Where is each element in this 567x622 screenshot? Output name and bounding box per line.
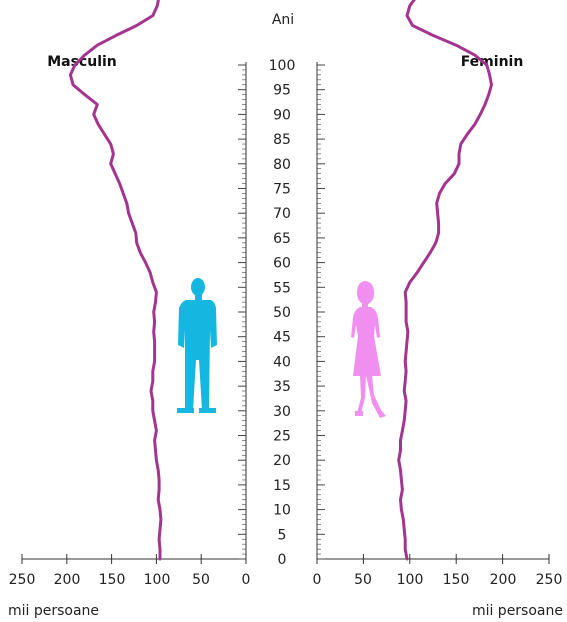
female-population-line [397, 0, 493, 561]
x-tick-labels-left: 250 200 150 100 50 0 [9, 572, 251, 588]
y-tick-label: 70 [273, 206, 291, 222]
y-tick-label: 45 [273, 330, 291, 346]
y-tick-label: 85 [273, 132, 291, 148]
x-unit-label-left: mii persoane [8, 603, 99, 619]
y-axis-title: Ani [272, 12, 294, 28]
male-population-line [68, 0, 163, 561]
y-tick-label: 0 [278, 552, 287, 568]
y-tick-label: 5 [278, 527, 287, 543]
y-tick-label: 65 [273, 231, 291, 247]
y-tick-label: 35 [273, 379, 291, 395]
woman-silhouette-icon [351, 281, 386, 418]
y-tick-label: 90 [273, 107, 291, 123]
y-tick-label: 55 [273, 280, 291, 296]
y-tick-label: 40 [273, 354, 291, 370]
y-tick-label: 80 [273, 157, 291, 173]
x-tick-label: 100 [397, 572, 424, 588]
y-tick-label: 25 [273, 429, 291, 445]
y-tick-label: 50 [273, 305, 291, 321]
y-tick-label: 10 [273, 503, 291, 519]
x-tick-label: 100 [144, 572, 171, 588]
x-tick-label: 250 [9, 572, 36, 588]
man-silhouette-icon [177, 278, 217, 413]
y-tick-label: 30 [273, 404, 291, 420]
x-unit-label-right: mii persoane [472, 603, 563, 619]
series-label-male: Masculin [47, 54, 117, 70]
y-tick-label: 75 [273, 182, 291, 198]
x-tick-label: 200 [490, 572, 517, 588]
y-tick-label: 15 [273, 478, 291, 494]
y-tick-label: 100 [269, 58, 296, 74]
x-tick-label: 250 [536, 572, 563, 588]
y-tick-label: 20 [273, 453, 291, 469]
x-tick-label: 50 [192, 572, 210, 588]
x-tick-label: 150 [99, 572, 126, 588]
y-axis-tick-labels: 0 5 10 15 20 25 30 35 40 45 50 55 60 65 70 75 80 85 90 95 10… [269, 58, 296, 568]
y-tick-label: 95 [273, 83, 291, 99]
x-tick-label: 50 [354, 572, 372, 588]
x-axis-ticks [21, 554, 550, 564]
x-tick-label: 0 [313, 572, 322, 588]
x-tick-label: 200 [54, 572, 81, 588]
x-tick-label: 0 [242, 572, 251, 588]
x-tick-label: 150 [443, 572, 470, 588]
x-tick-labels-right: 0 50 100 150 200 250 [313, 572, 563, 588]
series-label-female: Feminin [461, 54, 524, 70]
y-axis-ticks [238, 64, 325, 560]
y-tick-label: 60 [273, 256, 291, 272]
